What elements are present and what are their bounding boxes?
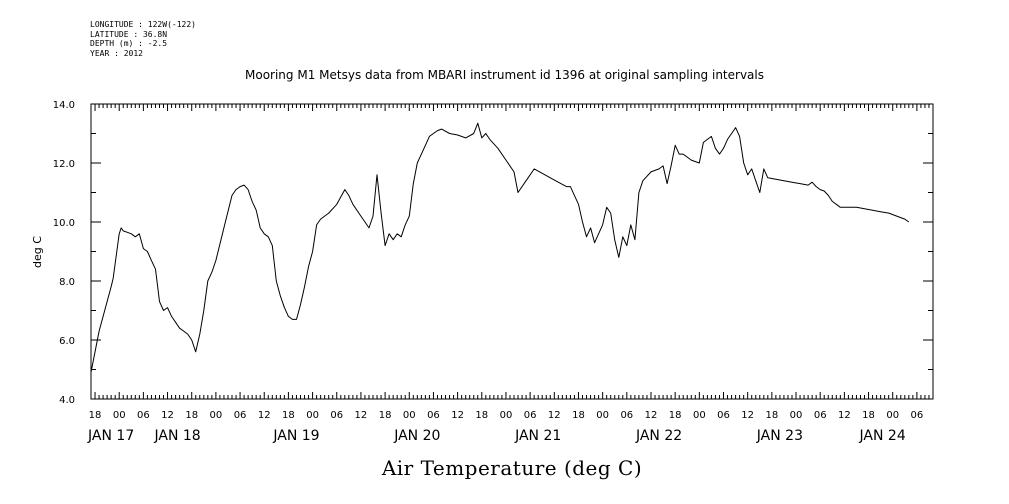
x-day-label: JAN 22 [635,428,682,444]
x-day-label: JAN 24 [859,428,906,444]
x-hour-label: 12 [451,410,464,421]
x-hour-label: 18 [89,410,102,421]
depth-label: DEPTH (m) : -2.5 [90,39,168,48]
x-hour-label: 18 [185,410,198,421]
latitude-label: LATITUDE : 36.8N [90,29,168,39]
x-hour-label: 06 [524,410,537,421]
y-tick-label: 12.0 [53,159,75,170]
x-day-label: JAN 23 [756,428,803,444]
x-hour-label: 00 [403,410,416,421]
chart-title: Mooring M1 Metsys data from MBARI instru… [245,68,764,82]
x-hour-label: 12 [355,410,368,421]
longitude-label: LONGITUDE : 122W(-122) [90,20,196,29]
x-hour-label: 18 [862,410,875,421]
x-hour-label: 06 [911,410,924,421]
x-day-label: JAN 20 [393,428,440,444]
x-hour-label: 18 [765,410,778,421]
x-hour-label: 00 [596,410,609,421]
x-day-label: JAN 17 [87,428,134,444]
x-hour-label: 00 [693,410,706,421]
x-hour-label: 00 [790,410,803,421]
x-day-label: JAN 19 [272,428,319,444]
plot-frame [90,103,934,400]
x-hour-label: 12 [161,410,174,421]
x-hour-label: 06 [427,410,440,421]
y-tick-label: 14.0 [53,100,75,111]
y-tick-label: 6.0 [59,336,75,347]
x-hour-label: 00 [306,410,319,421]
series-line-air-temperature [90,122,910,373]
x-hour-label: 18 [572,410,585,421]
series-group [90,122,910,373]
y-tick-label: 10.0 [53,218,75,229]
station-metadata: LONGITUDE : 122W(-122) LATITUDE : 36.8N … [90,20,196,58]
x-hour-label: 06 [620,410,633,421]
x-hour-label: 18 [669,410,682,421]
y-tick-label: 4.0 [59,395,75,406]
x-hour-label: 18 [282,410,295,421]
x-hour-label: 12 [548,410,561,421]
x-hour-label: 18 [475,410,488,421]
x-day-label: JAN 18 [154,428,201,444]
x-hour-label: 18 [379,410,392,421]
x-hour-label: 12 [645,410,658,421]
x-hour-label: 00 [500,410,513,421]
x-axis: 18 00 06 12 18 00 06 12 18 00 06 12 18 00 06 12 18 00 06 12… [87,104,934,444]
y-axis-label: deg C [31,236,44,268]
x-day-label: JAN 21 [514,428,561,444]
x-hour-label: 12 [741,410,754,421]
y-tick-label: 8.0 [59,277,75,288]
x-hour-label: 06 [717,410,730,421]
x-hour-label: 06 [330,410,343,421]
x-hour-label: 12 [258,410,271,421]
y-axis: 4.0 6.0 8.0 10.0 12.0 14.0 [53,100,933,406]
x-hour-label: 06 [234,410,247,421]
x-hour-label: 06 [814,410,827,421]
x-hour-label: 00 [886,410,899,421]
x-hour-label: 00 [210,410,223,421]
x-axis-label: Air Temperature (deg C) [381,456,643,480]
x-hour-label: 06 [137,410,150,421]
x-hour-label: 12 [838,410,851,421]
year-label: YEAR : 2012 [90,48,143,58]
x-hour-label: 00 [113,410,126,421]
